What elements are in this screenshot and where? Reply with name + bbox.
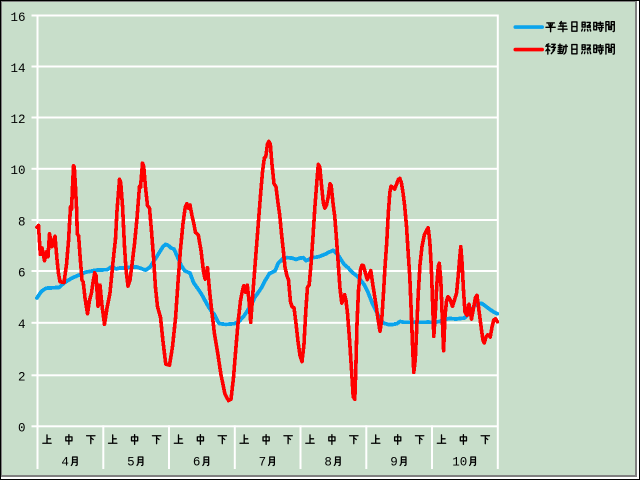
- svg-text:6: 6: [193, 455, 201, 469]
- svg-text:14: 14: [10, 62, 25, 76]
- svg-text:7: 7: [259, 455, 267, 469]
- svg-text:8: 8: [18, 215, 26, 229]
- svg-text:2: 2: [18, 371, 26, 385]
- svg-text:10: 10: [452, 455, 467, 469]
- svg-text:9: 9: [390, 455, 398, 469]
- svg-text:4: 4: [18, 318, 26, 332]
- svg-text:6: 6: [18, 266, 26, 280]
- svg-text:16: 16: [10, 11, 25, 25]
- svg-text:12: 12: [10, 113, 25, 127]
- svg-text:4: 4: [61, 455, 69, 469]
- svg-text:10: 10: [10, 164, 25, 178]
- svg-text:5: 5: [127, 455, 135, 469]
- svg-text:8: 8: [324, 455, 332, 469]
- svg-text:0: 0: [18, 422, 26, 436]
